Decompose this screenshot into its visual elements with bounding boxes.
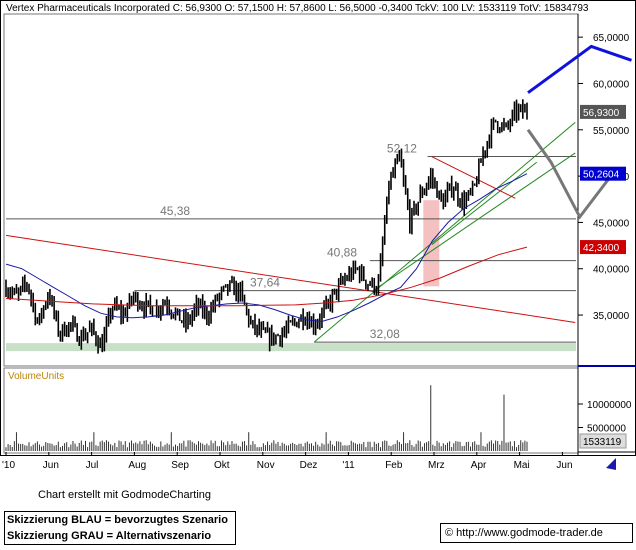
red-downtrend-line: [5, 234, 576, 323]
red-triangle-resistance: [431, 156, 516, 199]
green-triangle-support: [431, 161, 538, 246]
price-panel: [3, 13, 579, 367]
volume-tick-label: 10000000: [587, 400, 632, 411]
x-tick-label: Jul: [86, 460, 99, 471]
price-tags: 56,9300 50,2604 42,3400: [580, 104, 626, 255]
horizontal-levels: 52,12 45,38 40,88 37,64 32,08: [6, 141, 576, 343]
x-tick-label: Sep: [171, 460, 189, 471]
volume-tick-label: 5000000: [587, 424, 626, 435]
scenario-legend: Skizzierung BLAU = bevorzugtes Szenario …: [4, 511, 236, 545]
y-tick-label: 40,0000: [593, 265, 630, 276]
trend-lines: [5, 121, 576, 343]
x-tick-label: Dez: [300, 460, 318, 471]
chart-credit: Chart erstellt mit GodmodeCharting: [38, 489, 212, 501]
scenario-blue-path: [527, 44, 632, 94]
x-tick-label: Nov: [257, 460, 275, 471]
y-tick-label: 45,0000: [593, 218, 630, 229]
x-tick-label: Jun: [556, 460, 572, 471]
green-uptrend-line: [313, 121, 576, 343]
ma-blue-line: [5, 173, 528, 323]
price-tag-bg: [580, 166, 626, 181]
volume-bars: [5, 385, 528, 451]
ma-red-line: [5, 246, 528, 307]
price-tag-label: 50,2604: [583, 170, 620, 181]
level-label: 45,38: [160, 204, 190, 218]
x-tick-label: Aug: [128, 460, 146, 471]
legend-blue-line: Skizzierung BLAU = bevorzugtes Szenario: [7, 514, 228, 526]
volume-axis-ticks: 10000000 5000000 1533119: [578, 400, 632, 449]
moving-averages: [5, 173, 528, 323]
x-tick-label: Mai: [514, 460, 530, 471]
volume-tag-label: 1533119: [583, 437, 622, 448]
x-tick-label: Apr: [471, 460, 487, 471]
y-tick-label: 55,0000: [593, 126, 630, 137]
price-tag-bg: [580, 240, 626, 255]
scenario-sketches: [526, 44, 632, 220]
level-label: 37,64: [250, 276, 280, 290]
price-tag-label: 42,3400: [583, 243, 620, 254]
price-tag-label: 56,9300: [583, 108, 620, 119]
x-tick-label: Okt: [214, 460, 230, 471]
x-tick-label: '11: [342, 460, 355, 471]
time-axis: '10 Jun Jul Aug Sep Okt Nov Dez '11 Feb Mrz Apr Mai J…: [2, 452, 573, 471]
level-label: 52,12: [387, 141, 417, 155]
copyright-icon: ©: [445, 527, 454, 539]
level-label: 32,08: [370, 327, 400, 341]
scenario-grey-path: [526, 128, 616, 220]
corner-arrow-icon[interactable]: [606, 458, 616, 470]
volume-panel: [3, 367, 579, 454]
x-tick-label: Feb: [385, 460, 403, 471]
chart-header: Vertex Pharmaceuticals Incorporated C: 5…: [6, 3, 589, 14]
level-label: 40,88: [327, 246, 357, 260]
legend-grey-line: Skizzierung GRAU = Alternativszenario: [7, 530, 212, 542]
x-tick-label: Mrz: [428, 460, 445, 471]
y-tick-label: 65,0000: [593, 33, 630, 44]
price-tag-bg: [580, 104, 626, 119]
y-tick-label: 60,0000: [593, 79, 630, 90]
y-tick-label: 35,0000: [593, 311, 630, 322]
support-band: [6, 343, 576, 352]
volume-title: VolumeUnits: [8, 371, 64, 382]
green-uptrend-line-2: [373, 152, 576, 291]
x-tick-label: Jun: [43, 460, 59, 471]
x-tick-label: '10: [2, 460, 15, 471]
source-url[interactable]: http://www.godmode-trader.de: [456, 527, 603, 539]
volume-tag-bg: [579, 433, 627, 449]
source-link[interactable]: © http://www.godmode-trader.de: [440, 523, 633, 543]
